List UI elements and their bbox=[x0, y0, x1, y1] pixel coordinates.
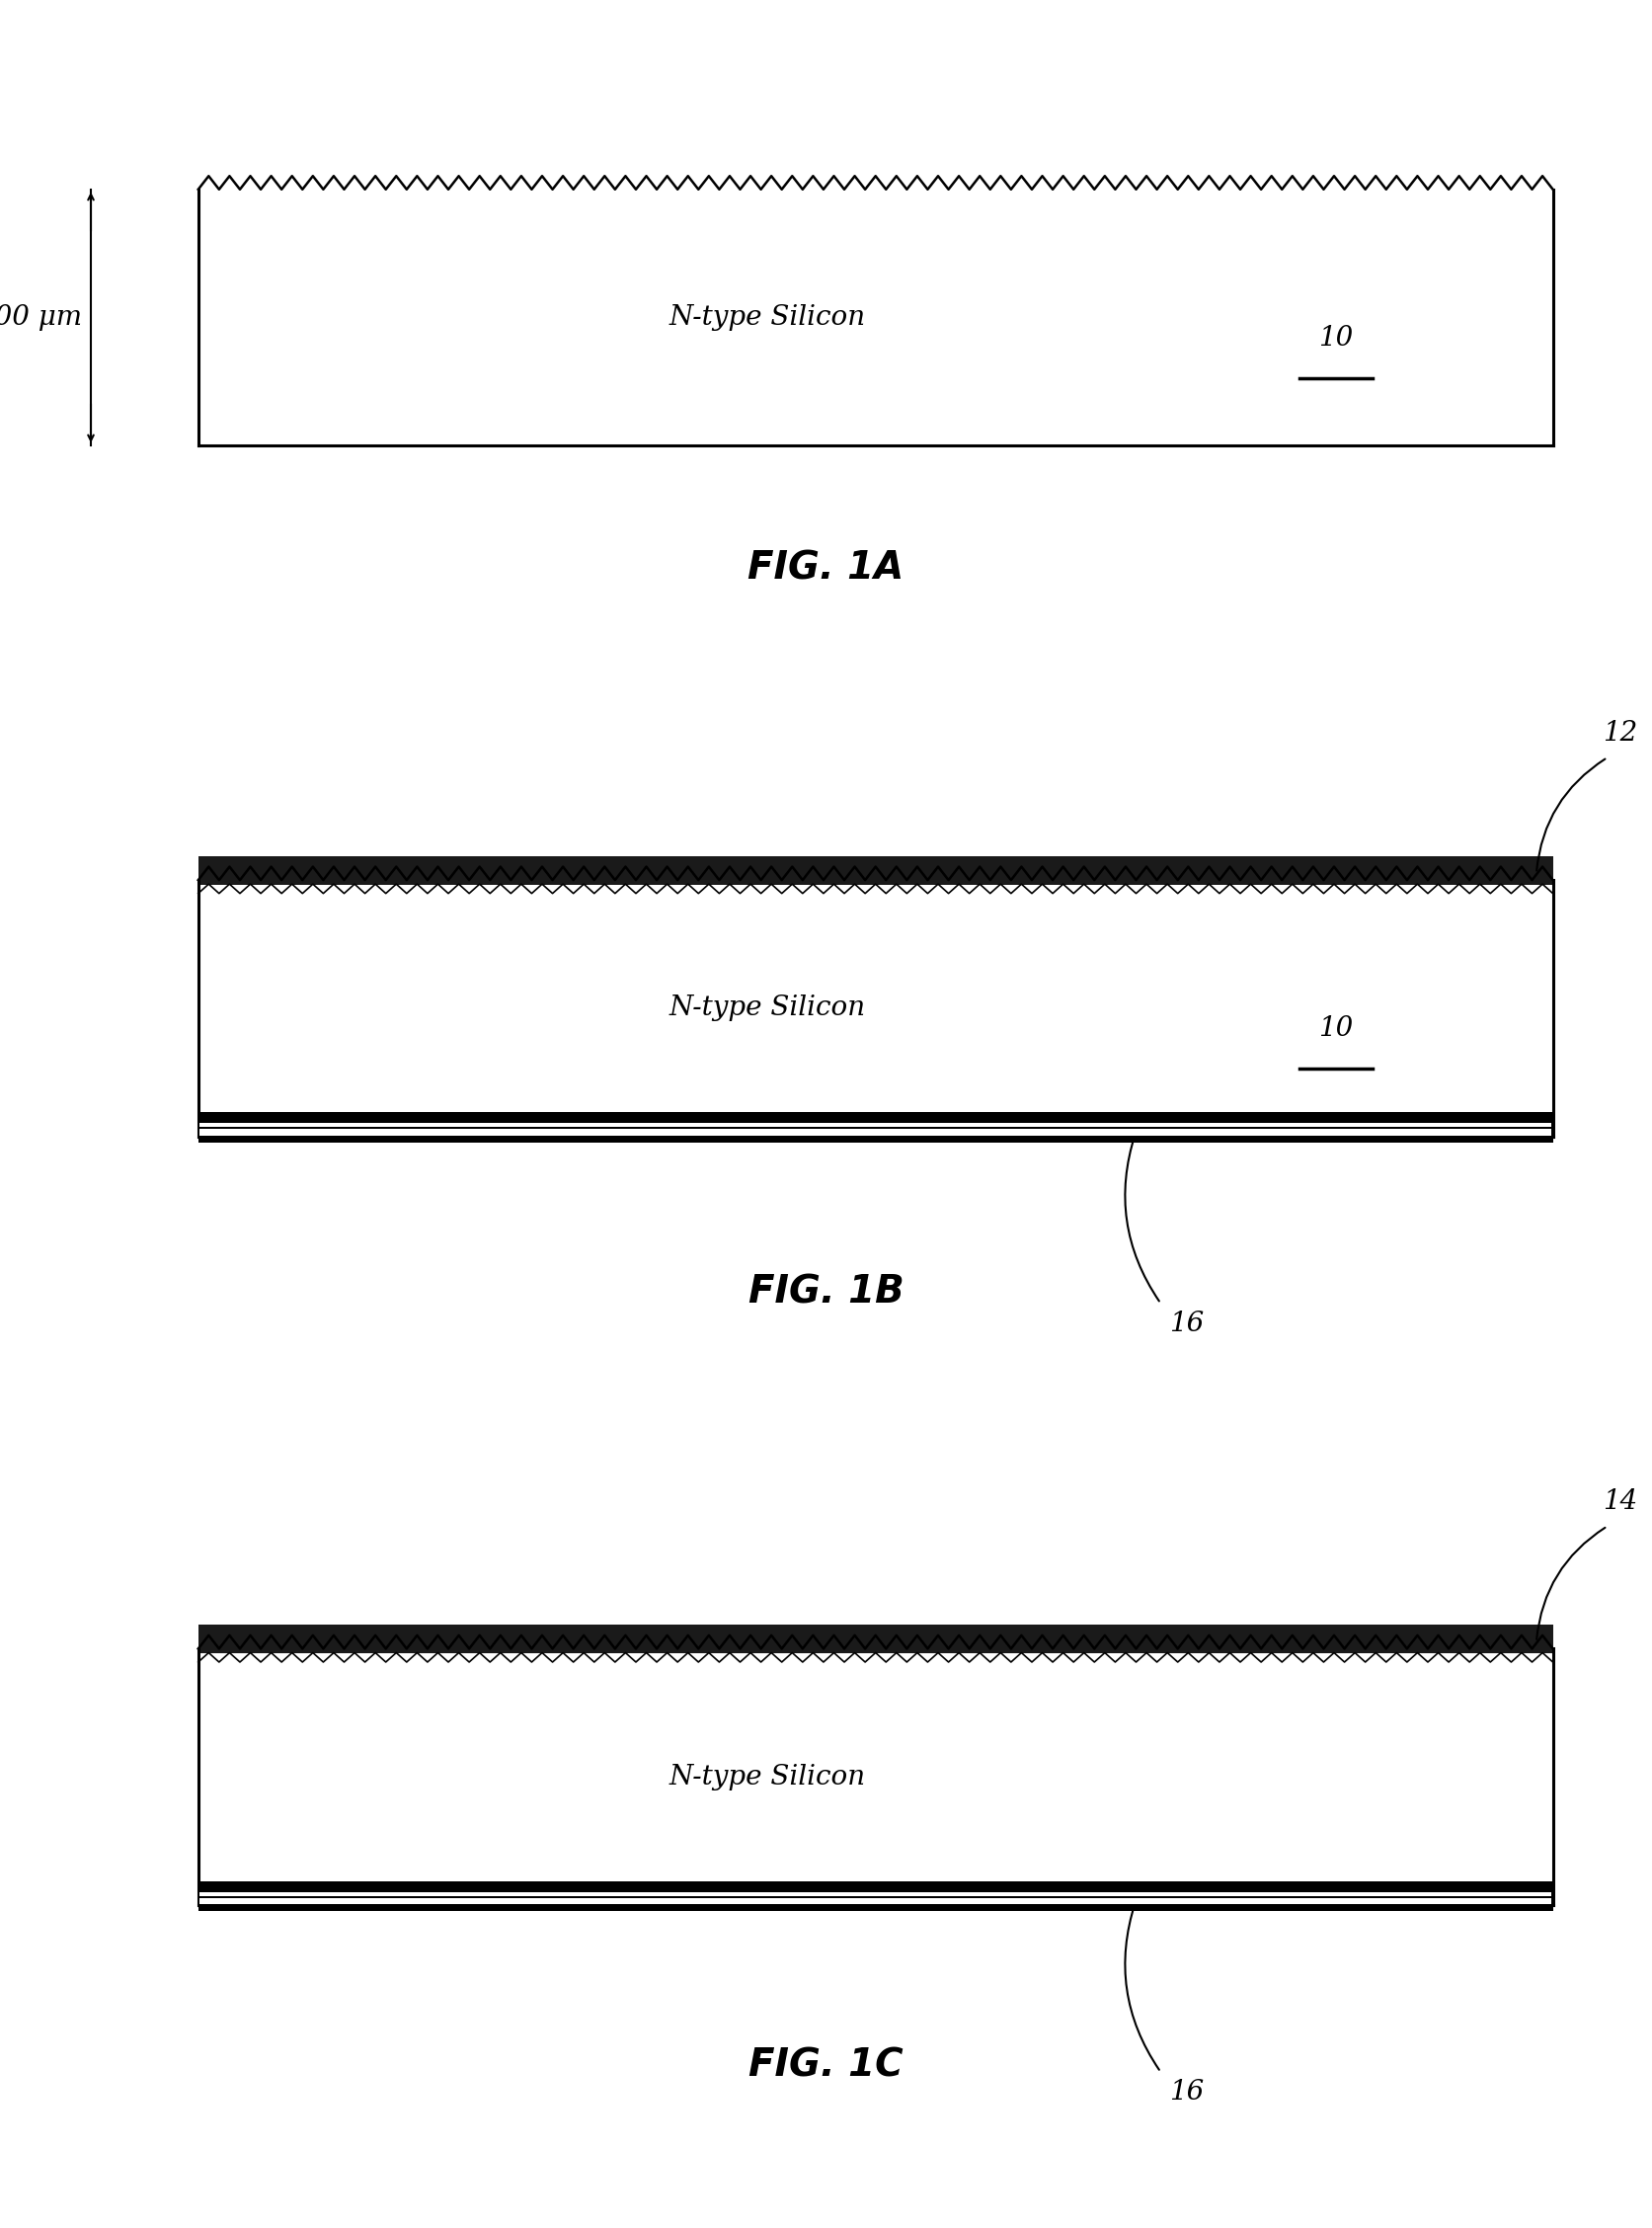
Text: 16: 16 bbox=[1170, 1310, 1204, 1337]
Bar bbox=[198, 856, 1553, 885]
Text: N-type Silicon: N-type Silicon bbox=[669, 1765, 866, 1789]
Text: 12: 12 bbox=[1602, 720, 1637, 746]
Bar bbox=[200, 1123, 1551, 1127]
Text: FIG. 1A: FIG. 1A bbox=[748, 550, 904, 586]
Bar bbox=[198, 189, 1553, 446]
Bar bbox=[200, 889, 1551, 1136]
Bar bbox=[200, 1130, 1551, 1136]
Text: FIG. 1C: FIG. 1C bbox=[748, 2048, 904, 2083]
Bar bbox=[198, 1649, 1553, 1905]
Text: 10: 10 bbox=[1318, 325, 1353, 352]
Bar bbox=[200, 1892, 1551, 1896]
Bar bbox=[200, 1898, 1551, 1905]
Bar bbox=[198, 1112, 1553, 1143]
Text: 16: 16 bbox=[1170, 2079, 1204, 2105]
Bar bbox=[198, 1624, 1553, 1653]
Text: 14: 14 bbox=[1602, 1488, 1637, 1515]
Text: FIG. 1B: FIG. 1B bbox=[748, 1274, 904, 1310]
Text: 10: 10 bbox=[1318, 1016, 1353, 1043]
Text: 200 μm: 200 μm bbox=[0, 305, 83, 330]
Text: N-type Silicon: N-type Silicon bbox=[669, 305, 866, 330]
Bar bbox=[198, 1880, 1553, 1912]
Text: N-type Silicon: N-type Silicon bbox=[669, 996, 866, 1020]
Bar bbox=[200, 1658, 1551, 1905]
Bar bbox=[198, 880, 1553, 1136]
